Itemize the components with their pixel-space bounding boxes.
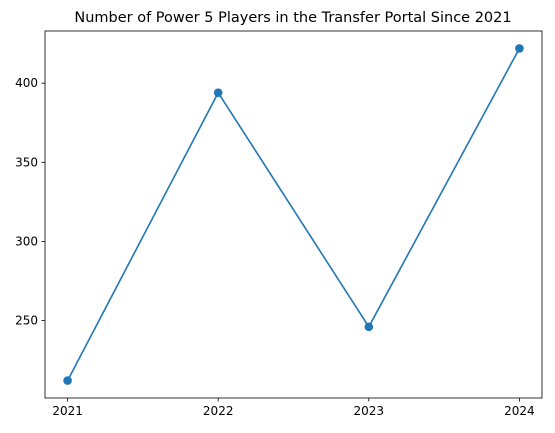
data-point <box>364 322 374 332</box>
y-tick-label: 300 <box>15 234 38 248</box>
series-group <box>63 44 524 385</box>
x-tick-label: 2024 <box>504 404 535 418</box>
chart-title: Number of Power 5 Players in the Transfe… <box>74 10 511 26</box>
data-point <box>515 44 524 53</box>
y-tick-label: 250 <box>15 313 38 327</box>
x-tick-label: 2022 <box>203 404 234 418</box>
data-point <box>213 88 223 97</box>
axes: 2021 2022 2023 2024 250 300 350 400 <box>15 30 543 418</box>
data-point <box>63 376 72 385</box>
plot-frame <box>44 30 543 399</box>
y-tick-label: 400 <box>15 76 38 90</box>
x-tick-label: 2021 <box>52 404 83 418</box>
x-tick-label: 2023 <box>354 404 385 418</box>
series-line <box>66 48 521 381</box>
y-tick-label: 350 <box>15 155 38 169</box>
